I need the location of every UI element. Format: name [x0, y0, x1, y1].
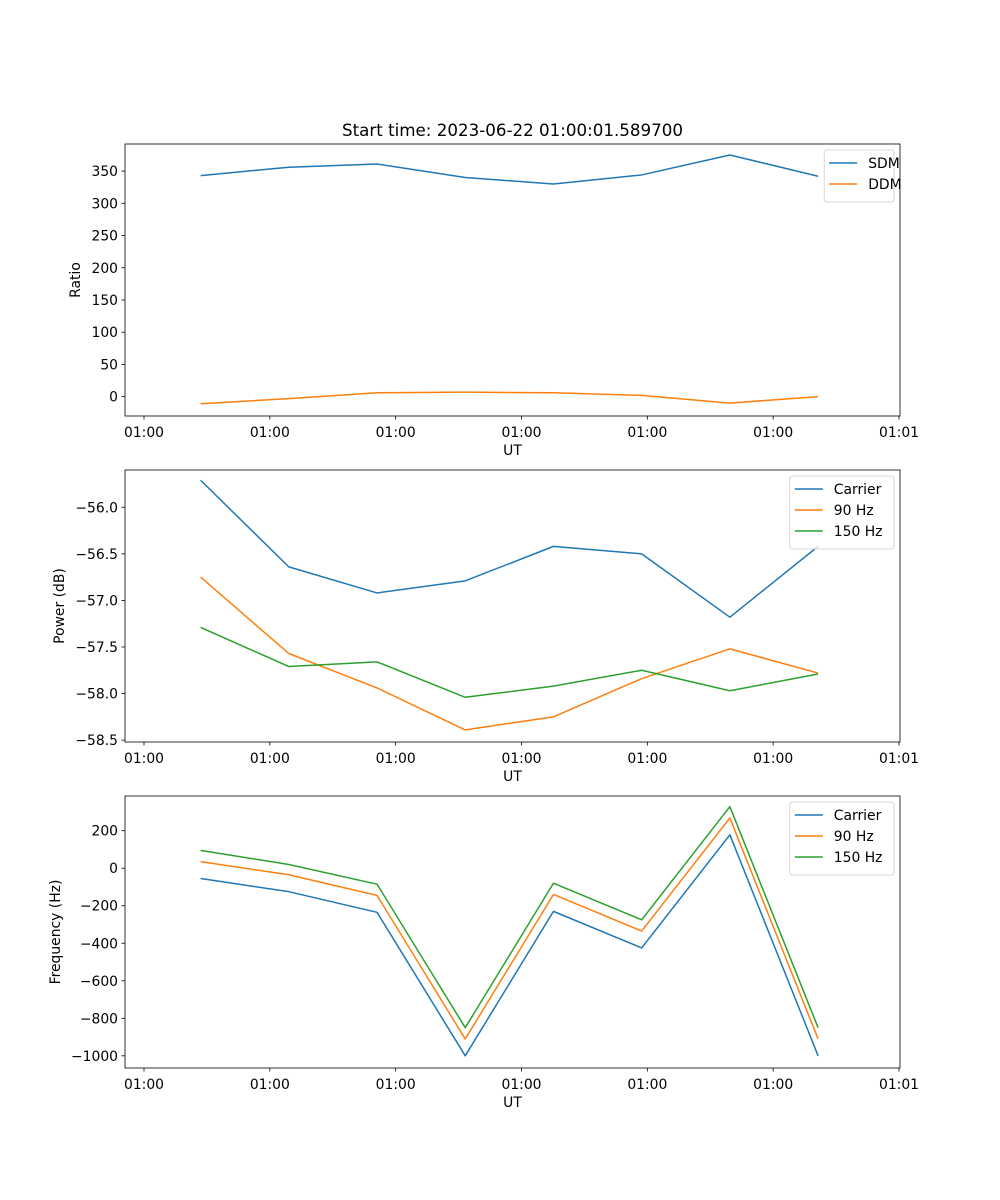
ratio-y-tick-label: 50: [100, 357, 118, 373]
ratio-panel: 01:00 01:00 01:00 01:00 01:00 01:00 01:01 0 50 10…: [68, 143, 919, 459]
power-x-tick-label: 01:00: [753, 751, 793, 767]
frequency-panel: 01:00 01:00 01:00 01:00 01:00 01:00 01:01 −1000…: [48, 795, 919, 1111]
ratio-y-tick-label: 250: [91, 229, 118, 245]
power-x-axis-label: UT: [503, 769, 522, 785]
ratio-x-tick-label: 01:00: [627, 425, 667, 441]
frequency-x-tick-label: 01:00: [124, 1077, 164, 1093]
frequency-x-tick-label: 01:00: [753, 1077, 793, 1093]
frequency-legend: Carrier 90 Hz 150 Hz: [789, 801, 895, 876]
frequency-y-tick-label: 0: [109, 861, 118, 877]
frequency-series-line-3: [200, 805, 819, 1029]
power-x-tick-label: 01:01: [879, 751, 919, 767]
power-x-tick-label: 01:00: [501, 751, 541, 767]
frequency-axes-frame: [124, 795, 901, 1069]
power-x-tick-label: 01:00: [627, 751, 667, 767]
ratio-x-tick-label: 01:00: [753, 425, 793, 441]
ratio-series-lines: [200, 154, 819, 405]
power-y-tick-label: −58.5: [75, 733, 118, 749]
power-series-lines: [200, 479, 819, 731]
ratio-y-tick-label: 200: [91, 261, 118, 277]
power-axes-frame: [124, 469, 901, 743]
frequency-y-tick-label: −1000: [71, 1049, 118, 1065]
frequency-x-tick-label: 01:01: [879, 1077, 919, 1093]
frequency-y-tick-label: −400: [80, 936, 118, 952]
power-series-line-2: [200, 576, 819, 731]
frequency-x-tick-label: 01:00: [501, 1077, 541, 1093]
power-y-axis-label: Power (dB): [52, 568, 68, 644]
frequency-y-axis-label: Frequency (Hz): [48, 880, 64, 985]
power-y-tick-label: −56.0: [75, 500, 118, 516]
frequency-legend-label: 150 Hz: [834, 850, 883, 866]
ratio-y-tick-label: 350: [91, 164, 118, 180]
power-y-tick-label: −57.5: [75, 640, 118, 656]
power-x-tick-label: 01:00: [250, 751, 290, 767]
frequency-legend-label: 90 Hz: [834, 829, 874, 845]
ratio-x-tick-label: 01:00: [501, 425, 541, 441]
figure-title: Start time: 2023-06-22 01:00:01.589700: [342, 120, 683, 140]
power-y-tick-label: −56.5: [75, 547, 118, 563]
frequency-series-lines: [200, 805, 819, 1057]
frequency-series-line-2: [200, 817, 819, 1040]
frequency-y-tick-label: −200: [80, 899, 118, 915]
power-y-tick-label: −57.0: [75, 593, 118, 609]
frequency-x-tick-label: 01:00: [627, 1077, 667, 1093]
frequency-y-tick-label: −800: [80, 1011, 118, 1027]
ratio-y-tick-label: 100: [91, 325, 118, 341]
frequency-y-tick-label: 200: [91, 824, 118, 840]
frequency-legend-label: Carrier: [834, 808, 882, 824]
ratio-axes-frame: [124, 143, 901, 417]
power-series-line-1: [200, 479, 819, 618]
ratio-y-tick-label: 150: [91, 293, 118, 309]
ratio-series-line-1: [200, 154, 819, 185]
ratio-x-tick-label: 01:00: [124, 425, 164, 441]
ratio-x-tick-label: 01:00: [250, 425, 290, 441]
power-x-tick-label: 01:00: [376, 751, 416, 767]
frequency-series-line-1: [200, 834, 819, 1057]
ratio-legend-label: DDM: [868, 177, 901, 193]
power-legend: Carrier 90 Hz 150 Hz: [789, 475, 895, 550]
power-series-line-3: [200, 626, 819, 699]
frequency-x-tick-label: 01:00: [376, 1077, 416, 1093]
ratio-x-tick-label: 01:01: [879, 425, 919, 441]
power-x-tick-label: 01:00: [124, 751, 164, 767]
frequency-x-axis-label: UT: [503, 1095, 522, 1111]
ratio-legend: SDM DDM: [823, 149, 902, 203]
frequency-x-tick-label: 01:00: [250, 1077, 290, 1093]
power-legend-label: 90 Hz: [834, 503, 874, 519]
power-panel: 01:00 01:00 01:00 01:00 01:00 01:00 01:01 −58.5…: [52, 469, 919, 785]
ratio-y-tick-label: 0: [109, 390, 118, 406]
ratio-x-tick-label: 01:00: [376, 425, 416, 441]
ratio-y-tick-label: 300: [91, 196, 118, 212]
power-legend-label: 150 Hz: [834, 524, 883, 540]
ratio-x-axis-label: UT: [503, 443, 522, 459]
ratio-series-line-2: [200, 391, 819, 405]
ratio-legend-label: SDM: [868, 156, 900, 172]
power-y-tick-label: −58.0: [75, 687, 118, 703]
ratio-y-axis-label: Ratio: [68, 262, 84, 298]
power-legend-label: Carrier: [834, 482, 882, 498]
frequency-y-tick-label: −600: [80, 974, 118, 990]
